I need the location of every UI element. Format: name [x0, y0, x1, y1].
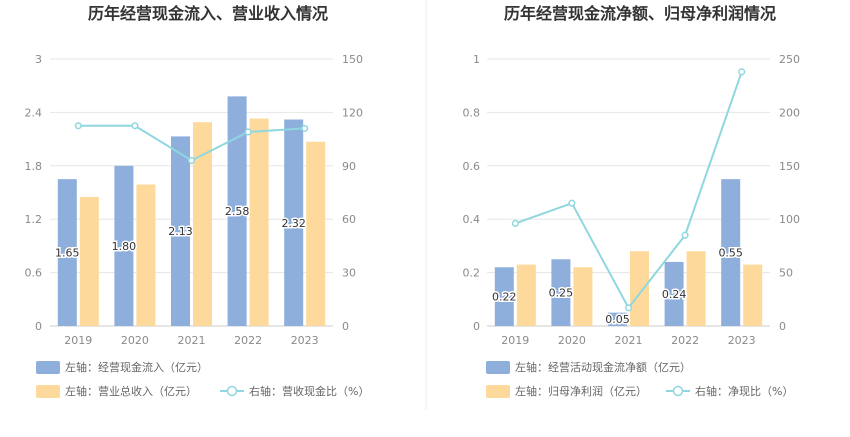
y-right-tick-label: 50	[779, 267, 793, 280]
y-left-tick-label: 3	[35, 53, 42, 66]
bar-series-1	[664, 261, 684, 326]
bar-data-label: 1.65	[55, 247, 80, 260]
y-left-tick-label: 0	[473, 320, 480, 333]
y-right-tick-label: 0	[779, 320, 786, 333]
legend-swatch	[486, 361, 510, 374]
bar-data-label: 0.55	[718, 247, 743, 260]
bar-series-2	[573, 267, 593, 326]
legend-item[interactable]: 左轴：经营现金流入（亿元）	[36, 360, 208, 374]
y-left-tick-label: 0.6	[463, 160, 481, 173]
legend-swatch	[36, 385, 60, 398]
legend-item[interactable]: 左轴：经营活动现金流净额（亿元）	[486, 360, 691, 374]
bar-data-label: 1.80	[112, 240, 137, 253]
bar-data-label: 0.05	[605, 313, 630, 326]
y-right-tick-label: 150	[779, 160, 800, 173]
chart-title: 历年经营现金流入、营业收入情况	[88, 4, 328, 23]
legend-line-marker	[672, 385, 684, 397]
line-point	[301, 124, 309, 132]
bar-data-label: 2.58	[225, 205, 250, 218]
bar-series-1	[608, 312, 627, 326]
y-left-tick-label: 0.6	[25, 267, 43, 280]
bar-series-2	[630, 251, 649, 326]
x-tick-label: 2019	[501, 334, 529, 347]
legend-label: 左轴：营业总收入（亿元）	[65, 384, 197, 398]
y-right-tick-label: 150	[342, 53, 363, 66]
legend-line-marker	[226, 385, 238, 397]
y-right-tick-label: 0	[342, 320, 349, 333]
bar-series-1	[227, 96, 247, 326]
legend-item[interactable]: 左轴：营业总收入（亿元）	[36, 384, 197, 398]
y-left-tick-label: 2.4	[25, 106, 43, 119]
bar-series-2	[743, 264, 763, 326]
bar-data-label: 0.25	[549, 287, 574, 300]
y-left-tick-label: 0.2	[463, 267, 481, 280]
y-right-tick-label: 90	[342, 160, 356, 173]
line-point	[131, 122, 139, 130]
line-point	[187, 156, 196, 165]
y-left-tick-label: 1	[473, 53, 480, 66]
x-tick-label: 2023	[728, 334, 756, 347]
y-right-tick-label: 100	[779, 213, 800, 226]
line-series	[78, 124, 305, 162]
x-tick-label: 2022	[671, 334, 699, 347]
bar-data-label: 0.24	[662, 288, 687, 301]
line-point	[244, 128, 252, 136]
legend-swatch	[486, 385, 510, 398]
bar-series-2	[136, 184, 156, 326]
bar-series-2	[516, 264, 536, 326]
y-right-tick-label: 250	[779, 53, 800, 66]
bar-data-label: 2.13	[168, 225, 193, 238]
y-right-tick-label: 120	[342, 106, 363, 119]
x-tick-label: 2021	[615, 334, 643, 347]
x-tick-label: 2023	[291, 334, 319, 347]
y-left-tick-label: 0.8	[463, 106, 481, 119]
y-right-tick-label: 30	[342, 267, 356, 280]
y-left-tick-label: 1.2	[25, 213, 43, 226]
bar-series-1	[171, 136, 190, 326]
bar-series-1	[57, 179, 77, 326]
legend-item[interactable]: 右轴：净现比（%）	[666, 384, 793, 398]
line-point	[738, 68, 746, 76]
x-tick-label: 2022	[234, 334, 262, 347]
legend-label: 右轴：营收现金比（%）	[249, 384, 369, 398]
x-tick-label: 2021	[178, 334, 206, 347]
legend-swatch	[36, 361, 60, 374]
x-tick-label: 2020	[121, 334, 149, 347]
bar-series-2	[306, 141, 326, 326]
bar-series-1	[494, 267, 514, 326]
chart-panel-1: 历年经营现金流入、营业收入情况00.61.21.82.4303060901201…	[25, 4, 369, 398]
line-point	[681, 231, 689, 239]
bar-series-1	[284, 119, 304, 327]
line-point	[624, 304, 633, 312]
legend-item[interactable]: 右轴：营收现金比（%）	[220, 384, 369, 398]
line-point	[74, 122, 82, 130]
bar-series-1	[551, 259, 571, 326]
bar-series-2	[249, 118, 269, 326]
line-point	[511, 219, 519, 228]
legend-label: 左轴：归母净利润（亿元）	[515, 384, 647, 398]
y-right-tick-label: 200	[779, 106, 800, 119]
legend-label: 右轴：净现比（%）	[695, 384, 793, 398]
y-left-tick-label: 1.8	[25, 160, 43, 173]
bar-series-1	[721, 179, 741, 326]
bar-data-label: 0.22	[492, 291, 517, 304]
x-tick-label: 2020	[558, 334, 586, 347]
chart-title: 历年经营现金流净额、归母净利润情况	[504, 4, 776, 23]
legend-label: 左轴：经营活动现金流净额（亿元）	[515, 360, 691, 374]
line-point	[568, 199, 576, 207]
bar-series-2	[193, 122, 212, 326]
y-right-tick-label: 60	[342, 213, 356, 226]
legend-item[interactable]: 左轴：归母净利润（亿元）	[486, 384, 647, 398]
legend-label: 左轴：经营现金流入（亿元）	[65, 360, 208, 374]
bar-data-label: 2.32	[281, 217, 306, 230]
bar-series-2	[79, 196, 99, 326]
bar-series-1	[114, 165, 134, 326]
chart-panel-2: 历年经营现金流净额、归母净利润情况 0 0.2 0.4 0.6 0.8 1 0 50 100 150…	[463, 4, 800, 398]
x-tick-label: 2019	[64, 334, 92, 347]
y-left-tick-label: 0	[35, 320, 42, 333]
y-left-tick-label: 0.4	[463, 213, 481, 226]
bar-series-2	[686, 251, 706, 326]
